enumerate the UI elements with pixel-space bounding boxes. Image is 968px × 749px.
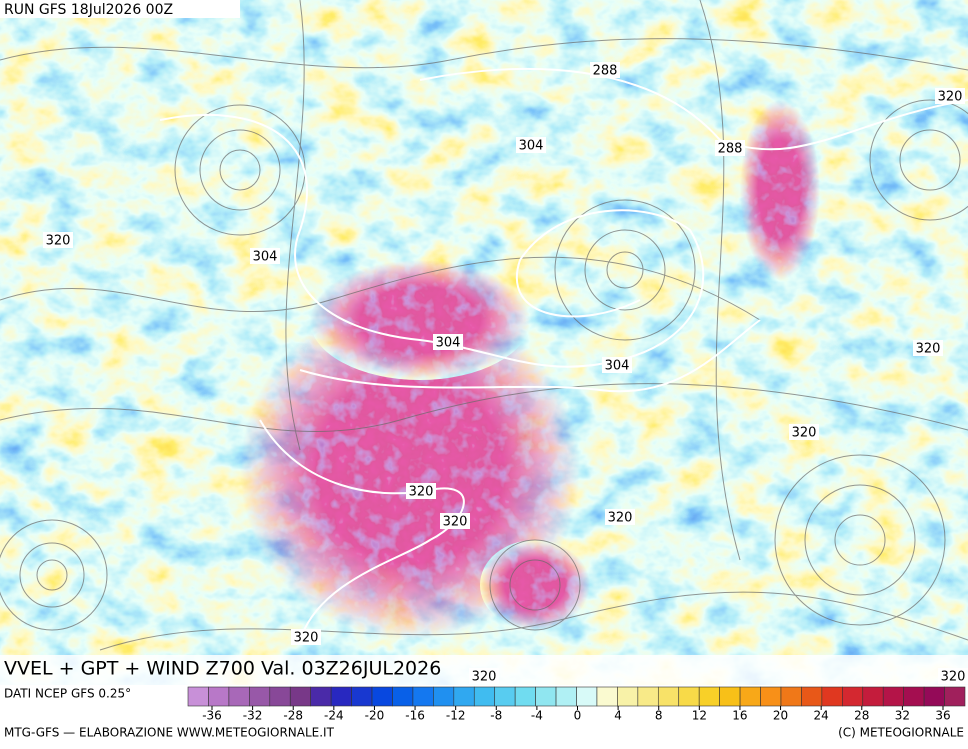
tick-label: 32	[895, 709, 910, 723]
footer-right: (C) METEOGIORNALE	[838, 726, 964, 740]
color-swatch	[882, 686, 904, 707]
tick-label: -24	[324, 709, 344, 723]
tick-label: 8	[655, 709, 663, 723]
tick-label: 36	[935, 709, 950, 723]
tick-label: -28	[283, 709, 303, 723]
tick-label: 20	[773, 709, 788, 723]
color-swatch	[473, 686, 496, 707]
contour-label: 320	[409, 485, 434, 500]
wind-streamlines	[0, 0, 968, 651]
vvel-hotspot	[0, 0, 968, 685]
color-swatch	[780, 686, 802, 707]
contour-label: 304	[519, 139, 544, 154]
tick-label: -16	[405, 709, 425, 723]
contour-label: 320	[916, 342, 941, 357]
contour-label-bg	[291, 629, 321, 645]
contour-label: 320	[294, 631, 319, 646]
contour-label-bg	[935, 88, 965, 104]
tick-label: -4	[531, 709, 543, 723]
color-swatch	[494, 686, 516, 707]
contour-label-bg	[43, 232, 73, 248]
color-swatch	[433, 686, 455, 707]
contour-label: 288	[718, 142, 743, 157]
map-title: VVEL + GPT + WIND Z700 Val. 03Z26JUL2026	[4, 658, 441, 680]
contour-label-bg	[516, 137, 546, 153]
contour-label-bg	[938, 668, 968, 684]
color-swatch	[842, 686, 864, 707]
run-box	[0, 0, 240, 18]
color-swatch	[249, 686, 271, 707]
contour-label: 304	[436, 336, 461, 351]
color-swatch	[760, 686, 782, 707]
color-swatch	[617, 686, 639, 707]
contour-label-bg	[605, 509, 635, 525]
color-swatch	[535, 686, 557, 707]
color-swatch	[514, 686, 536, 707]
color-swatch	[944, 686, 966, 707]
tick-label: 12	[692, 709, 707, 723]
color-swatch	[330, 686, 352, 707]
color-swatch	[657, 686, 680, 707]
tick-label: 24	[814, 709, 829, 723]
tick-label: 16	[732, 709, 747, 723]
color-swatch	[637, 686, 659, 707]
contour-label: 320	[608, 511, 633, 526]
contour-label-bg	[250, 248, 280, 264]
color-swatch	[351, 686, 373, 707]
tick-label: 4	[614, 709, 622, 723]
color-swatch	[412, 686, 434, 707]
contour-label: 320	[792, 426, 817, 441]
contour-label-bg	[469, 668, 499, 684]
contour-label-bg	[433, 334, 463, 350]
color-swatch	[269, 686, 291, 707]
footer-left: MTG-GFS — ELABORAZIONE WWW.METEOGIORNALE…	[4, 726, 335, 740]
color-swatch	[208, 686, 230, 707]
contour-label: 320	[941, 670, 966, 685]
contour-label-bg	[602, 357, 632, 373]
contour-label: 304	[253, 250, 278, 265]
color-swatch	[739, 686, 761, 707]
contour-label-bg	[590, 62, 620, 78]
color-swatch	[453, 686, 475, 707]
contour-label: 320	[443, 515, 468, 530]
tick-label: -36	[202, 709, 222, 723]
source-label: DATI NCEP GFS 0.25°	[4, 687, 131, 701]
contour-label-bg	[913, 340, 943, 356]
color-swatch	[862, 686, 884, 707]
contour-label-bg	[715, 140, 745, 156]
color-swatch	[310, 686, 332, 707]
color-swatch	[801, 686, 823, 707]
contour-label-bg	[406, 483, 436, 499]
color-swatch	[555, 686, 577, 707]
contour-label: 320	[46, 234, 71, 249]
contour-label: 288	[593, 64, 618, 79]
contour-label: 320	[938, 90, 963, 105]
color-swatch	[903, 686, 925, 707]
tick-label: -8	[490, 709, 502, 723]
tick-label: -32	[243, 709, 263, 723]
color-swatch	[228, 686, 250, 707]
tick-label: 0	[574, 709, 582, 723]
contour-label-bg	[440, 513, 470, 529]
color-swatch	[698, 686, 720, 707]
color-swatch	[821, 686, 843, 707]
contour-label: 304	[605, 359, 630, 374]
color-swatch	[289, 686, 311, 707]
color-swatch	[719, 686, 741, 707]
color-swatch	[923, 686, 945, 707]
tick-label: -20	[365, 709, 385, 723]
color-swatch	[678, 686, 700, 707]
color-swatch	[371, 686, 393, 707]
color-swatch	[576, 686, 598, 707]
color-swatch	[392, 686, 414, 707]
tick-label: -12	[446, 709, 466, 723]
contour-label-bg	[789, 424, 819, 440]
color-swatch	[187, 686, 209, 707]
color-swatch	[596, 686, 618, 707]
run-label: RUN GFS 18Jul2026 00Z	[4, 2, 173, 18]
tick-label: 28	[854, 709, 869, 723]
contour-label: 320	[472, 670, 497, 685]
